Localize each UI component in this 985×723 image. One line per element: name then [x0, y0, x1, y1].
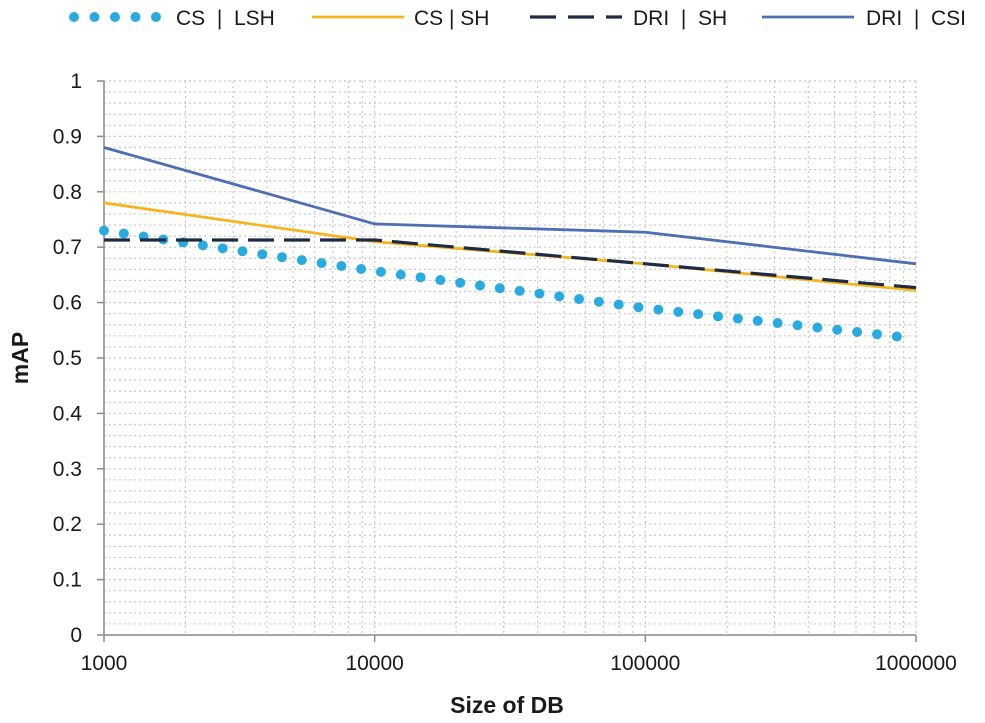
y-tick-label: 0.4: [53, 402, 83, 425]
series-line-2: [104, 238, 917, 290]
series-dot-cs-lsh: [792, 320, 803, 331]
series-dot-cs-lsh: [336, 261, 347, 272]
series-group: [99, 146, 917, 342]
x-tick-label: 100000: [610, 652, 680, 675]
series-dot-cs-lsh: [752, 315, 763, 326]
series-dot-cs-lsh: [494, 283, 505, 294]
legend-label: CS | SH: [414, 7, 489, 30]
axes: 0 0.1 0.2 0.3 0.4 0.5 0.6 0.7 0.8 0.9 1 1000 10000 10…: [53, 70, 957, 675]
series-dot-cs-lsh: [296, 255, 307, 266]
y-tick-label: 0.2: [53, 513, 82, 536]
legend-swatch-dot: [89, 12, 100, 22]
legend-label: DRI | CSI: [866, 7, 966, 30]
y-tick-label: 0.9: [53, 125, 82, 148]
series-dot-cs-lsh: [772, 318, 783, 329]
legend: CS | LSH CS | SH DRI | SH DRI | CSI: [69, 7, 966, 30]
series-dot-cs-lsh: [871, 329, 882, 340]
series-dot-cs-lsh: [653, 304, 664, 315]
series-dot-cs-lsh: [633, 302, 644, 313]
legend-label: CS | LSH: [176, 7, 275, 30]
series-dot-cs-lsh: [574, 294, 585, 305]
y-tick-label: 0.7: [53, 236, 82, 259]
series-dot-cs-lsh: [812, 322, 823, 333]
y-tick-label: 0.8: [53, 181, 82, 204]
x-tick-label: 10000: [345, 652, 403, 675]
series-dot-cs-lsh: [316, 258, 327, 269]
legend-swatch-dot: [130, 12, 141, 22]
series-dot-cs-lsh: [693, 309, 704, 320]
series-dot-cs-lsh: [732, 313, 743, 324]
series-dot-cs-lsh: [613, 299, 624, 310]
y-tick-label: 0.3: [53, 458, 82, 481]
series-dot-cs-lsh: [673, 306, 684, 317]
series-dot-cs-lsh: [475, 280, 486, 291]
series-dot-cs-lsh: [395, 269, 406, 280]
series-dot-cs-lsh: [237, 246, 248, 257]
y-tick-label: 0.6: [53, 292, 82, 315]
series-dot-cs-lsh: [435, 275, 446, 286]
x-tick-label: 1000000: [875, 652, 957, 675]
y-tick-label: 0.5: [53, 347, 82, 370]
series-dot-cs-lsh: [415, 272, 426, 283]
series-line-3: [103, 146, 917, 266]
legend-swatch-dot: [151, 12, 161, 22]
legend-swatch-dot: [69, 12, 79, 22]
series-dot-cs-lsh: [514, 285, 525, 296]
series-dot-cs-lsh: [455, 277, 466, 288]
series-dot-cs-lsh: [99, 225, 109, 236]
series-dot-cs-lsh: [277, 252, 288, 263]
series-dot-cs-lsh: [118, 228, 129, 239]
series-dot-cs-lsh: [257, 249, 268, 260]
y-tick-label: 0.1: [53, 569, 82, 592]
legend-label: DRI | SH: [633, 7, 727, 30]
x-axis-title: Size of DB: [450, 692, 564, 718]
series-dot-cs-lsh: [852, 326, 863, 337]
y-tick-label: 0: [70, 624, 82, 647]
series-dot-cs-lsh: [554, 291, 565, 302]
series-dot-cs-lsh: [197, 240, 208, 251]
series-dot-cs-lsh: [356, 264, 367, 275]
series-dot-cs-lsh: [375, 266, 386, 277]
y-axis-title: mAP: [7, 332, 33, 384]
series-dot-cs-lsh: [534, 288, 545, 299]
series-dot-cs-lsh: [713, 311, 724, 322]
legend-swatch-dot: [110, 12, 120, 22]
series-dot-cs-lsh: [891, 331, 902, 342]
y-tick-label: 1: [70, 70, 82, 93]
grid: [103, 80, 917, 636]
series-dot-cs-lsh: [217, 243, 228, 254]
series-dot-cs-lsh: [593, 296, 604, 307]
x-tick-label: 1000: [81, 652, 128, 675]
series-dot-cs-lsh: [832, 324, 843, 335]
